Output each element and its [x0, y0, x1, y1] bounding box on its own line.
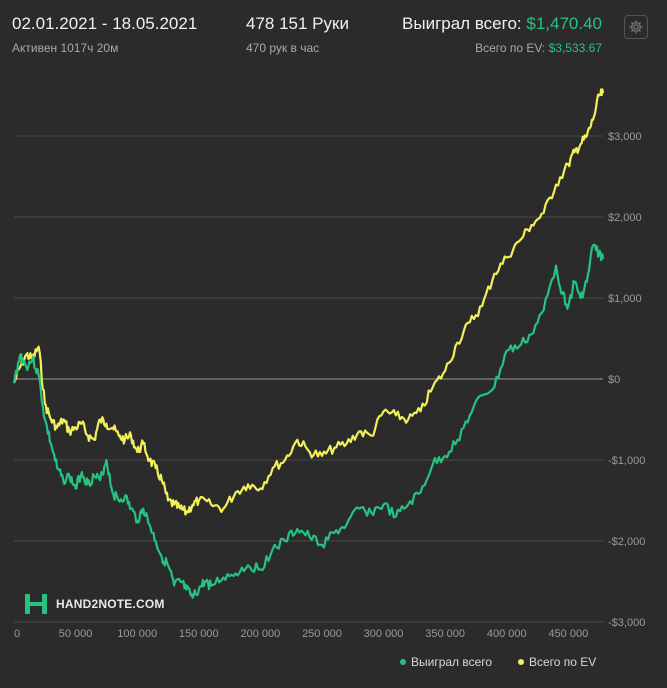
series-line-ev: [12, 88, 605, 516]
legend-marker-won: [400, 659, 406, 665]
hands-count: 478 151 Руки: [246, 14, 349, 33]
hand2note-logo: HAND2NOTE.COM: [24, 593, 165, 615]
legend-label-ev: Всего по EV: [529, 655, 597, 669]
y-tick-label: -$2,000: [608, 536, 645, 548]
x-tick-label: 450 000: [548, 628, 588, 640]
logo-text: HAND2NOTE.COM: [56, 597, 165, 611]
x-tick-label: 50 000: [59, 628, 93, 640]
won-label: Выиграл всего:: [402, 14, 522, 33]
y-axis-ticks: $3,000 $2,000 $1,000 $0 -$1,000 -$2,000 -$3,00…: [608, 131, 645, 629]
y-tick-label: $0: [608, 374, 620, 386]
series-line-won: [12, 243, 605, 599]
x-tick-label: 100 000: [117, 628, 157, 640]
y-tick-label: -$3,000: [608, 617, 645, 629]
won-value: $1,470.40: [526, 14, 602, 33]
y-tick-label: $1,000: [608, 293, 642, 305]
chart-grid: [14, 135, 603, 623]
legend-item-ev[interactable]: Всего по EV: [518, 655, 596, 669]
legend-item-won[interactable]: Выиграл всего: [400, 655, 492, 669]
gear-icon: [629, 20, 643, 34]
ev-label: Всего по EV:: [475, 41, 546, 55]
x-tick-label: 300 000: [364, 628, 404, 640]
ev-value: $3,533.67: [548, 41, 602, 55]
active-time: Активен 1017ч 20м: [12, 41, 119, 55]
y-tick-label: $3,000: [608, 131, 642, 143]
x-tick-label: 150 000: [179, 628, 219, 640]
hands-per-hour: 470 рук в час: [246, 41, 320, 55]
logo-icon: [25, 594, 47, 614]
y-tick-label: -$1,000: [608, 455, 645, 467]
x-axis-ticks: 0 50 000 100 000 150 000 200 000 250 000 300 0…: [14, 628, 588, 640]
x-tick-label: 350 000: [425, 628, 465, 640]
x-tick-label: 400 000: [487, 628, 527, 640]
legend-marker-ev: [518, 659, 524, 665]
chart-series: [12, 88, 605, 599]
legend-label-won: Выиграл всего: [411, 655, 493, 669]
x-tick-label: 200 000: [240, 628, 280, 640]
summary-header: 02.01.2021 - 18.05.2021 Активен 1017ч 20…: [0, 0, 667, 62]
date-range: 02.01.2021 - 18.05.2021: [12, 14, 198, 33]
y-tick-label: $2,000: [608, 212, 642, 224]
settings-button[interactable]: [624, 15, 648, 39]
won-total: Выиграл всего: $1,470.40: [402, 14, 602, 34]
x-tick-label: 0: [14, 628, 20, 640]
x-tick-label: 250 000: [302, 628, 342, 640]
ev-total: Всего по EV: $3,533.67: [475, 41, 602, 55]
